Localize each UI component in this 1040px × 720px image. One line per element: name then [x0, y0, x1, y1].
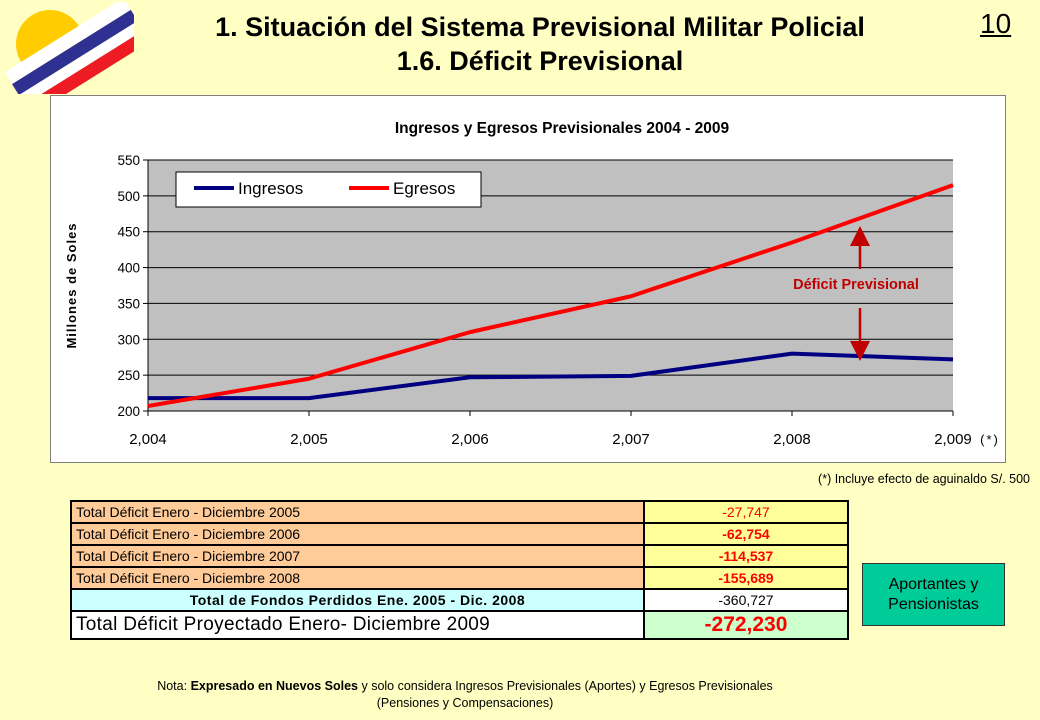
aportantes-line2: Pensionistas	[888, 595, 979, 613]
total-value: -360,727	[642, 588, 850, 612]
row-label: Total Déficit Enero - Diciembre 2007	[70, 544, 645, 568]
table-row: Total Déficit Enero - Diciembre 2007 -11…	[70, 544, 850, 568]
row-label: Total Déficit Enero - Diciembre 2008	[70, 566, 645, 590]
x-tick-label-suffix: (*)	[980, 432, 1000, 447]
projected-value: -272,230	[642, 610, 850, 640]
sun-flag-logo	[4, 2, 134, 94]
slide-title: 1. Situación del Sistema Previsional Mil…	[120, 10, 960, 78]
y-tick-label: 300	[117, 332, 140, 347]
note-bold: Expresado en Nuevos Soles	[190, 679, 358, 693]
legend-label-egresos: Egresos	[393, 179, 455, 198]
row-value: -155,689	[642, 566, 850, 590]
x-tick-label: 2,006	[451, 431, 489, 448]
y-tick-label: 550	[117, 153, 140, 168]
y-tick-label: 200	[117, 404, 140, 419]
row-value: -114,537	[642, 544, 850, 568]
row-label: Total Déficit Enero - Diciembre 2006	[70, 522, 645, 546]
note-rest: y solo considera Ingresos Previsionales …	[358, 679, 773, 693]
annotation-label: Déficit Previsional	[793, 277, 919, 293]
x-tick-label: 2,007	[612, 431, 650, 448]
x-tick-label: 2,009	[934, 431, 972, 448]
y-axis-label: Millones de Soles	[64, 222, 79, 348]
legend-label-ingresos: Ingresos	[238, 179, 303, 198]
projected-row: Total Déficit Proyectado Enero- Diciembr…	[70, 610, 850, 640]
table-row: Total Déficit Enero - Diciembre 2008 -15…	[70, 566, 850, 590]
y-tick-label: 400	[117, 261, 140, 276]
y-axis-ticks: 200 250 300 350 400 450 500 550	[117, 153, 148, 419]
note-line2: (Pensiones y Compensaciones)	[376, 696, 554, 710]
row-value: -62,754	[642, 522, 850, 546]
row-label: Total Déficit Enero - Diciembre 2005	[70, 500, 645, 524]
chart-footnote: (*) Incluye efecto de aguinaldo S/. 500	[818, 472, 1030, 486]
slide-title-line2: 1.6. Déficit Previsional	[396, 46, 684, 76]
slide-title-line1: 1. Situación del Sistema Previsional Mil…	[215, 12, 865, 42]
note-prefix: Nota:	[157, 679, 191, 693]
deficit-table: Total Déficit Enero - Diciembre 2005 -27…	[70, 500, 850, 640]
aportantes-line1: Aportantes y	[888, 575, 979, 593]
y-tick-label: 500	[117, 189, 140, 204]
y-tick-label: 350	[117, 296, 140, 311]
x-axis-ticks: 2,004 2,005 2,006 2,007 2,008 2,009 (*)	[129, 411, 1000, 448]
x-tick-label: 2,005	[290, 431, 328, 448]
y-tick-label: 250	[117, 368, 140, 383]
x-tick-label: 2,008	[773, 431, 811, 448]
footer-note: Nota: Expresado en Nuevos Soles y solo c…	[70, 678, 860, 712]
y-tick-label: 450	[117, 225, 140, 240]
series-line-ingresos	[148, 351, 954, 401]
aportantes-button[interactable]: Aportantes y Pensionistas	[862, 563, 1005, 626]
row-value: -27,747	[642, 500, 850, 524]
table-row: Total Déficit Enero - Diciembre 2006 -62…	[70, 522, 850, 546]
deficit-annotation: Déficit Previsional	[793, 226, 919, 361]
series-line-egresos	[147, 183, 954, 408]
chart-title: Ingresos y Egresos Previsionales 2004 - …	[395, 120, 730, 137]
total-label: Total de Fondos Perdidos Ene. 2005 - Dic…	[70, 588, 645, 612]
chart-container: Ingresos y Egresos Previsionales 2004 - …	[50, 95, 1006, 463]
chart-legend: Ingresos Egresos	[175, 171, 482, 208]
line-chart: Ingresos y Egresos Previsionales 2004 - …	[64, 120, 1000, 448]
projected-label: Total Déficit Proyectado Enero- Diciembr…	[70, 610, 645, 640]
total-row: Total de Fondos Perdidos Ene. 2005 - Dic…	[70, 588, 850, 612]
slide-number-link[interactable]: 10	[980, 8, 1012, 39]
x-tick-label: 2,004	[129, 431, 167, 448]
table-row: Total Déficit Enero - Diciembre 2005 -27…	[70, 500, 850, 524]
series-lines	[147, 183, 954, 408]
